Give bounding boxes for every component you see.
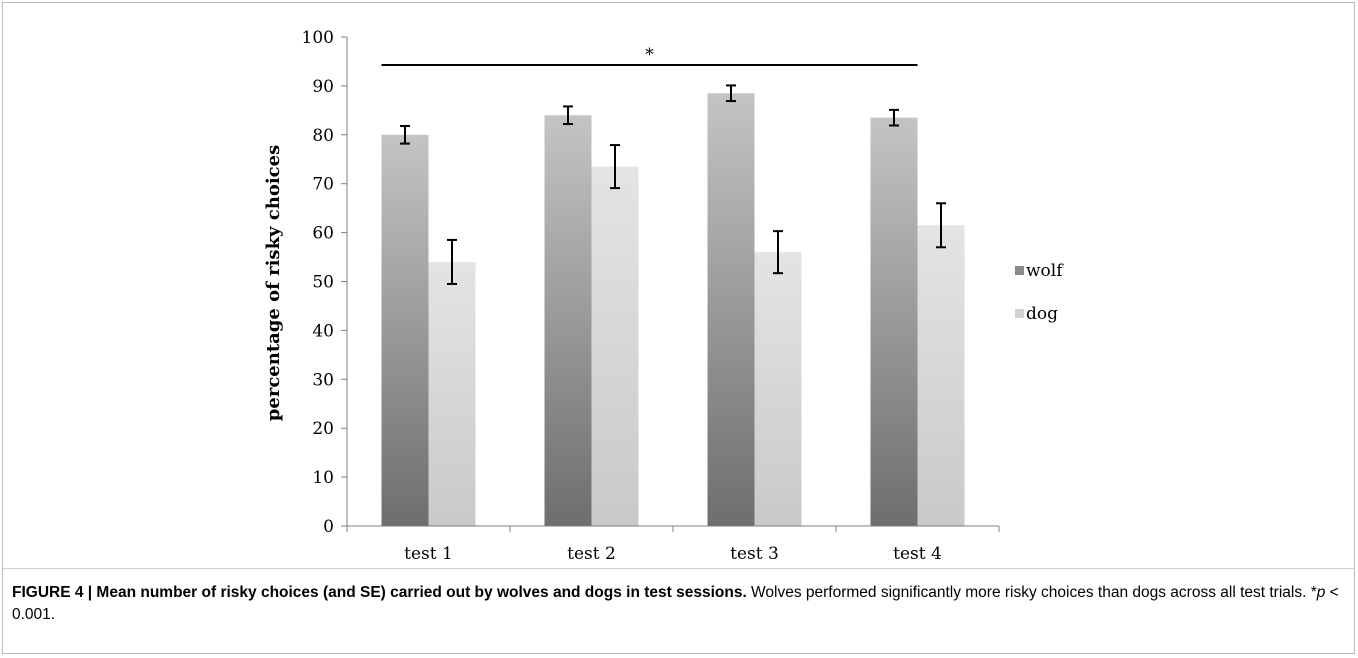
x-tick-label-3: test 3 xyxy=(730,544,779,564)
caption-label: FIGURE 4 | Mean number of risky choices … xyxy=(12,584,747,601)
bar-dog-4 xyxy=(917,225,965,526)
bar-wolf-3 xyxy=(707,93,755,527)
significance-marker: * xyxy=(645,45,654,65)
legend-label-dog: dog xyxy=(1026,304,1058,324)
caption-text: Wolves performed significantly more risk… xyxy=(746,584,1317,601)
x-tick-label-1: test 1 xyxy=(404,544,453,564)
bar-wolf-1 xyxy=(381,134,429,527)
caption-p-value: < 0.001. xyxy=(12,584,1339,623)
bar-wolf-2 xyxy=(544,115,592,527)
x-tick-label-4: test 4 xyxy=(893,544,942,564)
bar-dog-1 xyxy=(428,261,476,526)
y-tick-label-10: 10 xyxy=(312,468,334,488)
bar-wolf-4 xyxy=(870,117,918,526)
y-tick-label-30: 30 xyxy=(312,370,334,390)
y-tick-label-100: 100 xyxy=(302,28,334,48)
bar-dog-2 xyxy=(591,166,639,526)
y-tick-label-20: 20 xyxy=(312,419,334,439)
caption-p-symbol: p xyxy=(1316,584,1326,601)
bar-chart: 0 10 20 30 40 50 60 70 80 90 100 test 1 test 2 test 3… xyxy=(263,28,1064,564)
caption-divider xyxy=(3,568,1355,569)
legend-swatch-dog xyxy=(1015,309,1024,318)
x-tick-label-2: test 2 xyxy=(567,544,616,564)
y-axis-title: percentage of risky choices xyxy=(263,145,284,421)
figure-caption: FIGURE 4 | Mean number of risky choices … xyxy=(12,582,1342,626)
y-tick-label-60: 60 xyxy=(312,224,334,244)
y-tick-label-70: 70 xyxy=(312,175,334,195)
legend-swatch-wolf xyxy=(1015,266,1024,275)
legend-label-wolf: wolf xyxy=(1026,261,1064,281)
bar-dog-3 xyxy=(754,252,802,526)
y-tick-label-80: 80 xyxy=(312,126,334,146)
y-tick-label-50: 50 xyxy=(312,273,334,293)
y-tick-label-0: 0 xyxy=(323,517,334,537)
y-tick-label-90: 90 xyxy=(312,77,334,97)
y-tick-label-40: 40 xyxy=(312,321,334,341)
